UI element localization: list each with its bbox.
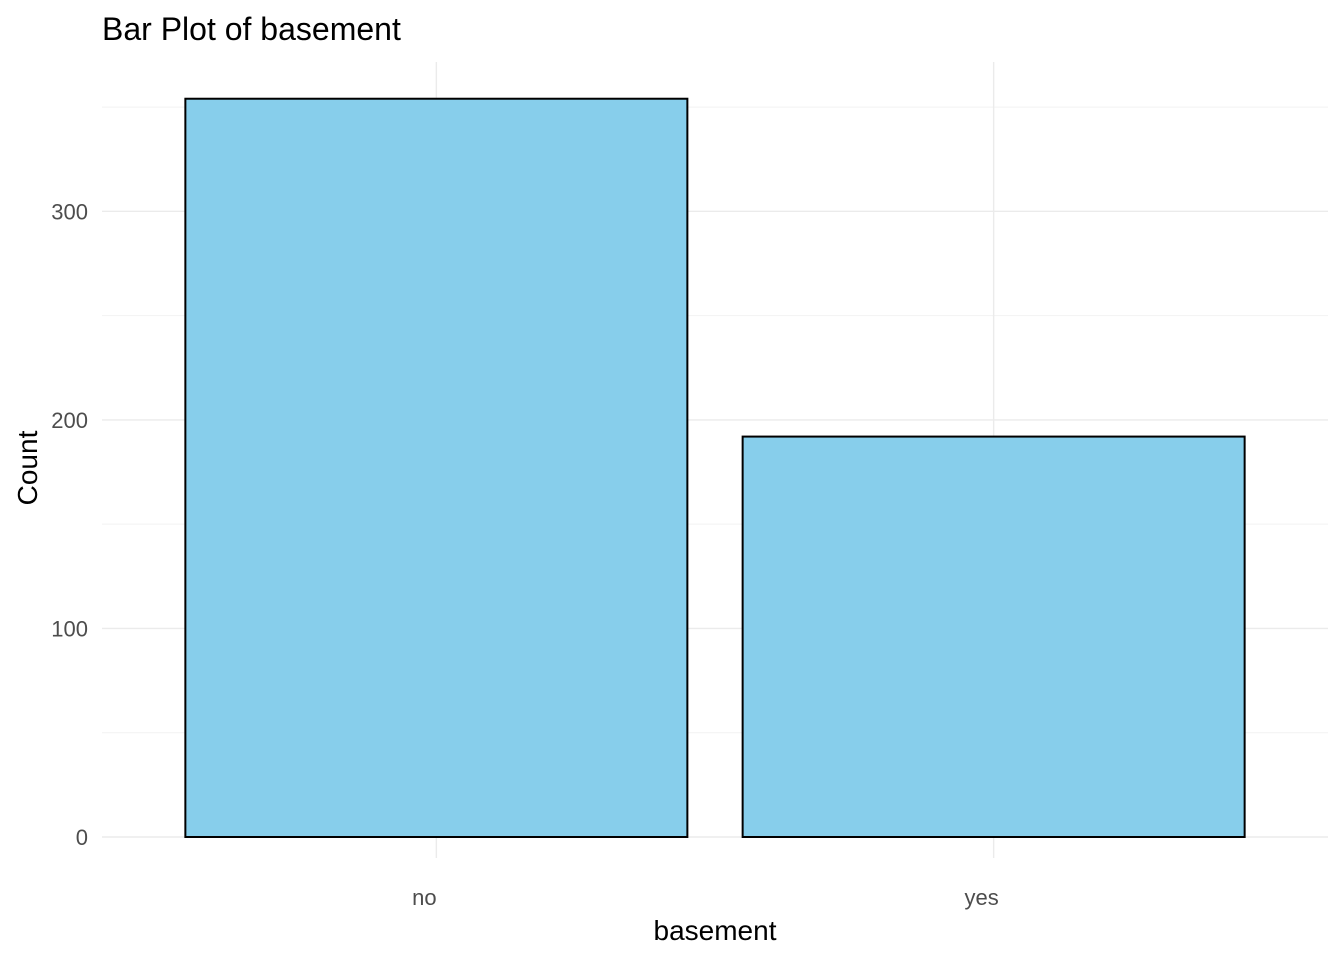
bars xyxy=(184,97,1246,839)
bar-yes xyxy=(741,435,1246,838)
y-axis-title: Count xyxy=(12,430,43,505)
y-tick-label: 0 xyxy=(76,825,88,850)
y-tick-label: 300 xyxy=(51,199,88,224)
x-tick-label-no: no xyxy=(412,885,436,910)
y-tick-label: 200 xyxy=(51,408,88,433)
y-axis-tick-labels: 0 100 200 300 xyxy=(51,199,88,850)
x-tick-label-yes: yes xyxy=(965,885,999,910)
chart-title: Bar Plot of basement xyxy=(102,11,401,47)
x-axis-title: basement xyxy=(654,915,777,946)
y-tick-label: 100 xyxy=(51,616,88,641)
bar-no xyxy=(184,97,689,839)
x-axis-tick-labels: no yes xyxy=(412,885,999,910)
